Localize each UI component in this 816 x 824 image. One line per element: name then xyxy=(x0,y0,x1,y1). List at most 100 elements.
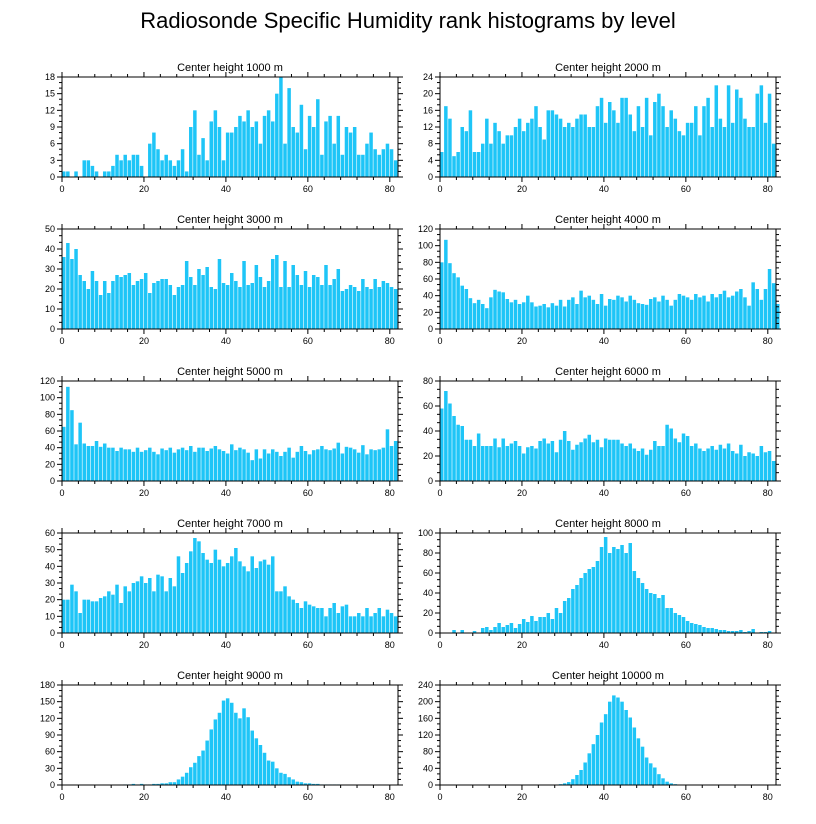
histogram-bar xyxy=(751,282,755,329)
histogram-bar xyxy=(217,449,222,481)
histogram-bar xyxy=(476,152,481,177)
histogram-panel: Center height 1000 m 0 20 40 60 80 0 3 6 9 12 15 18 xyxy=(45,62,403,194)
y-tick-label: 100 xyxy=(418,528,433,538)
histogram-bar xyxy=(501,438,505,481)
histogram-bar xyxy=(385,143,390,177)
histogram-bar xyxy=(230,273,234,329)
histogram-panel: Center height 9000 m 0 20 40 60 80 0 30 60 90 120 1… xyxy=(40,670,403,802)
histogram-bar xyxy=(608,701,612,785)
x-tick-label: 20 xyxy=(517,640,527,650)
histogram-bar xyxy=(266,453,271,481)
y-tick-label: 80 xyxy=(423,548,433,558)
histogram-bar xyxy=(217,712,222,785)
histogram-bar xyxy=(98,598,103,633)
histogram-bar xyxy=(669,783,673,785)
histogram-bar xyxy=(377,449,382,481)
y-tick-label: 60 xyxy=(423,568,433,578)
histogram-bar xyxy=(591,744,596,785)
histogram-bar xyxy=(505,625,510,633)
histogram-bar xyxy=(275,591,279,633)
histogram-bar xyxy=(230,556,234,633)
histogram-bar xyxy=(747,127,751,177)
histogram-bar xyxy=(595,106,600,177)
x-tick-label: 20 xyxy=(139,488,149,498)
histogram-bar xyxy=(587,127,592,177)
histogram-bar xyxy=(328,450,332,481)
histogram-bar xyxy=(209,287,214,329)
histogram-bar xyxy=(710,294,714,329)
histogram-bar xyxy=(307,783,312,785)
histogram-bar xyxy=(493,122,497,177)
histogram-bar xyxy=(184,450,189,481)
histogram-bar xyxy=(266,760,271,785)
histogram-bar xyxy=(242,121,246,177)
histogram-bar xyxy=(303,601,308,633)
histogram-bar xyxy=(575,585,579,633)
y-tick-label: 40 xyxy=(45,443,55,453)
histogram-bar xyxy=(616,549,620,633)
histogram-bar xyxy=(135,154,140,177)
histogram-bar xyxy=(489,143,493,177)
histogram-bar xyxy=(230,444,234,481)
histogram-bar xyxy=(595,561,600,633)
histogram-bar xyxy=(66,386,70,481)
x-tick-label: 0 xyxy=(59,640,64,650)
histogram-bar xyxy=(599,722,604,785)
histogram-bar xyxy=(262,752,267,785)
histogram-bar xyxy=(316,608,320,633)
histogram-bar xyxy=(714,85,719,177)
histogram-bar xyxy=(620,701,624,785)
histogram-bar xyxy=(534,621,538,633)
histogram-bar xyxy=(344,604,349,633)
histogram-bar xyxy=(620,545,624,633)
histogram-bar xyxy=(567,782,571,785)
histogram-bar xyxy=(583,573,587,633)
histogram-bar xyxy=(303,271,308,329)
histogram-bar xyxy=(505,135,510,177)
histogram-bar xyxy=(365,608,369,633)
histogram-bar xyxy=(365,143,369,177)
histogram-bar xyxy=(616,439,620,481)
histogram-bar xyxy=(509,623,514,633)
histogram-bar xyxy=(369,616,373,633)
x-tick-label: 60 xyxy=(303,792,313,802)
histogram-bar xyxy=(324,449,328,481)
histogram-bar xyxy=(759,299,764,329)
histogram-bar xyxy=(139,576,144,633)
histogram-bar xyxy=(763,289,768,329)
histogram-bar xyxy=(677,615,682,633)
histogram-bar xyxy=(377,287,382,329)
panel-title: Center height 10000 m xyxy=(552,670,664,682)
histogram-bar xyxy=(702,451,706,481)
histogram-bar xyxy=(653,594,657,633)
histogram-bar xyxy=(66,171,70,177)
histogram-bar xyxy=(184,772,189,785)
histogram-bar xyxy=(344,289,349,329)
histogram-bar xyxy=(562,306,567,329)
histogram-bar xyxy=(542,304,546,329)
histogram-bar xyxy=(591,567,596,633)
histogram-bar xyxy=(123,586,127,633)
histogram-bar xyxy=(295,275,300,329)
histogram-bar xyxy=(283,773,287,785)
histogram-bar xyxy=(307,604,312,633)
histogram-bar xyxy=(497,291,501,329)
x-tick-label: 20 xyxy=(139,336,149,346)
histogram-bar xyxy=(530,118,534,177)
histogram-bar xyxy=(452,156,456,177)
panel-title: Center height 1000 m xyxy=(177,62,283,74)
histogram-bar xyxy=(554,114,559,177)
histogram-bar xyxy=(628,543,632,633)
x-tick-label: 0 xyxy=(59,336,64,346)
histogram-bar xyxy=(694,106,698,177)
histogram-bar xyxy=(501,143,505,177)
histogram-bar xyxy=(743,297,747,329)
histogram-bar xyxy=(644,97,649,177)
histogram-bar xyxy=(119,603,123,633)
histogram-bar xyxy=(197,269,201,329)
histogram-bar xyxy=(468,110,473,177)
histogram-bar xyxy=(579,442,583,481)
histogram-bar xyxy=(311,127,316,177)
histogram-bar xyxy=(698,625,702,633)
